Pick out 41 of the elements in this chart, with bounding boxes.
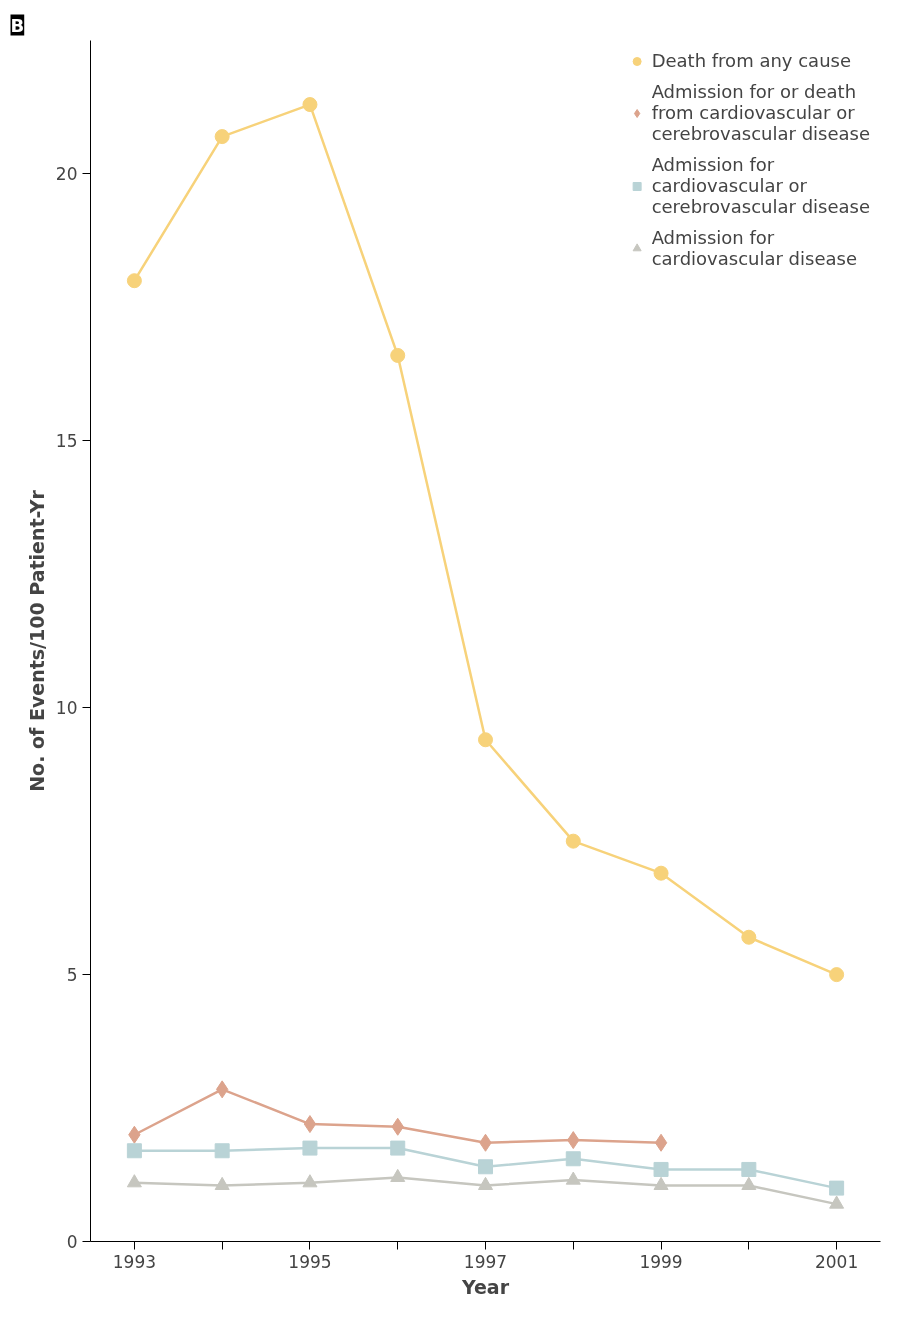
- point: [565, 1171, 581, 1185]
- point: [390, 347, 406, 363]
- point: [214, 129, 230, 145]
- y-tick-label: 20: [55, 164, 78, 185]
- point: [390, 1140, 406, 1156]
- point: [654, 1133, 668, 1152]
- text: B: [10, 14, 25, 36]
- point: [653, 865, 669, 881]
- point: [302, 1140, 318, 1156]
- x-axis-title: Year: [460, 1275, 510, 1298]
- y-tick-label: 15: [55, 431, 78, 452]
- point: [565, 1151, 581, 1167]
- point: [302, 1174, 318, 1188]
- point: [653, 1161, 669, 1177]
- x-tick-label: 1993: [112, 1251, 157, 1272]
- point: [829, 1180, 845, 1196]
- point: [829, 1195, 845, 1209]
- point: [741, 1161, 757, 1177]
- y-tick-label: 10: [55, 698, 78, 719]
- point: [565, 833, 581, 849]
- legend-label: Death from any cause: [651, 50, 851, 71]
- point: [126, 1143, 142, 1159]
- point: [741, 929, 757, 945]
- point: [478, 732, 493, 748]
- point: [829, 967, 845, 983]
- x-tick-label: 2001: [814, 1251, 859, 1272]
- point: [214, 1143, 230, 1159]
- legend-label: Admission for cardiovascular or cerebrovascular disease: [651, 154, 870, 217]
- y-axis-title: No. of Events/100 Patient-Yr: [25, 489, 48, 792]
- x-tick-label: 1997: [463, 1251, 508, 1272]
- x-tick-label: 1995: [288, 1251, 332, 1272]
- point: [303, 1115, 317, 1134]
- legend-label: Admission for or death from cardiovascular or cerebrovascular disease: [651, 81, 870, 144]
- y-tick-label: 0: [66, 1232, 78, 1252]
- legend-label: Admission for cardiovascular disease: [651, 227, 857, 269]
- point: [126, 273, 142, 289]
- point: [126, 1174, 142, 1188]
- point: [302, 97, 318, 113]
- x-tick-label: 1999: [639, 1251, 683, 1272]
- point: [478, 1159, 493, 1175]
- y-tick-label: 5: [66, 965, 78, 986]
